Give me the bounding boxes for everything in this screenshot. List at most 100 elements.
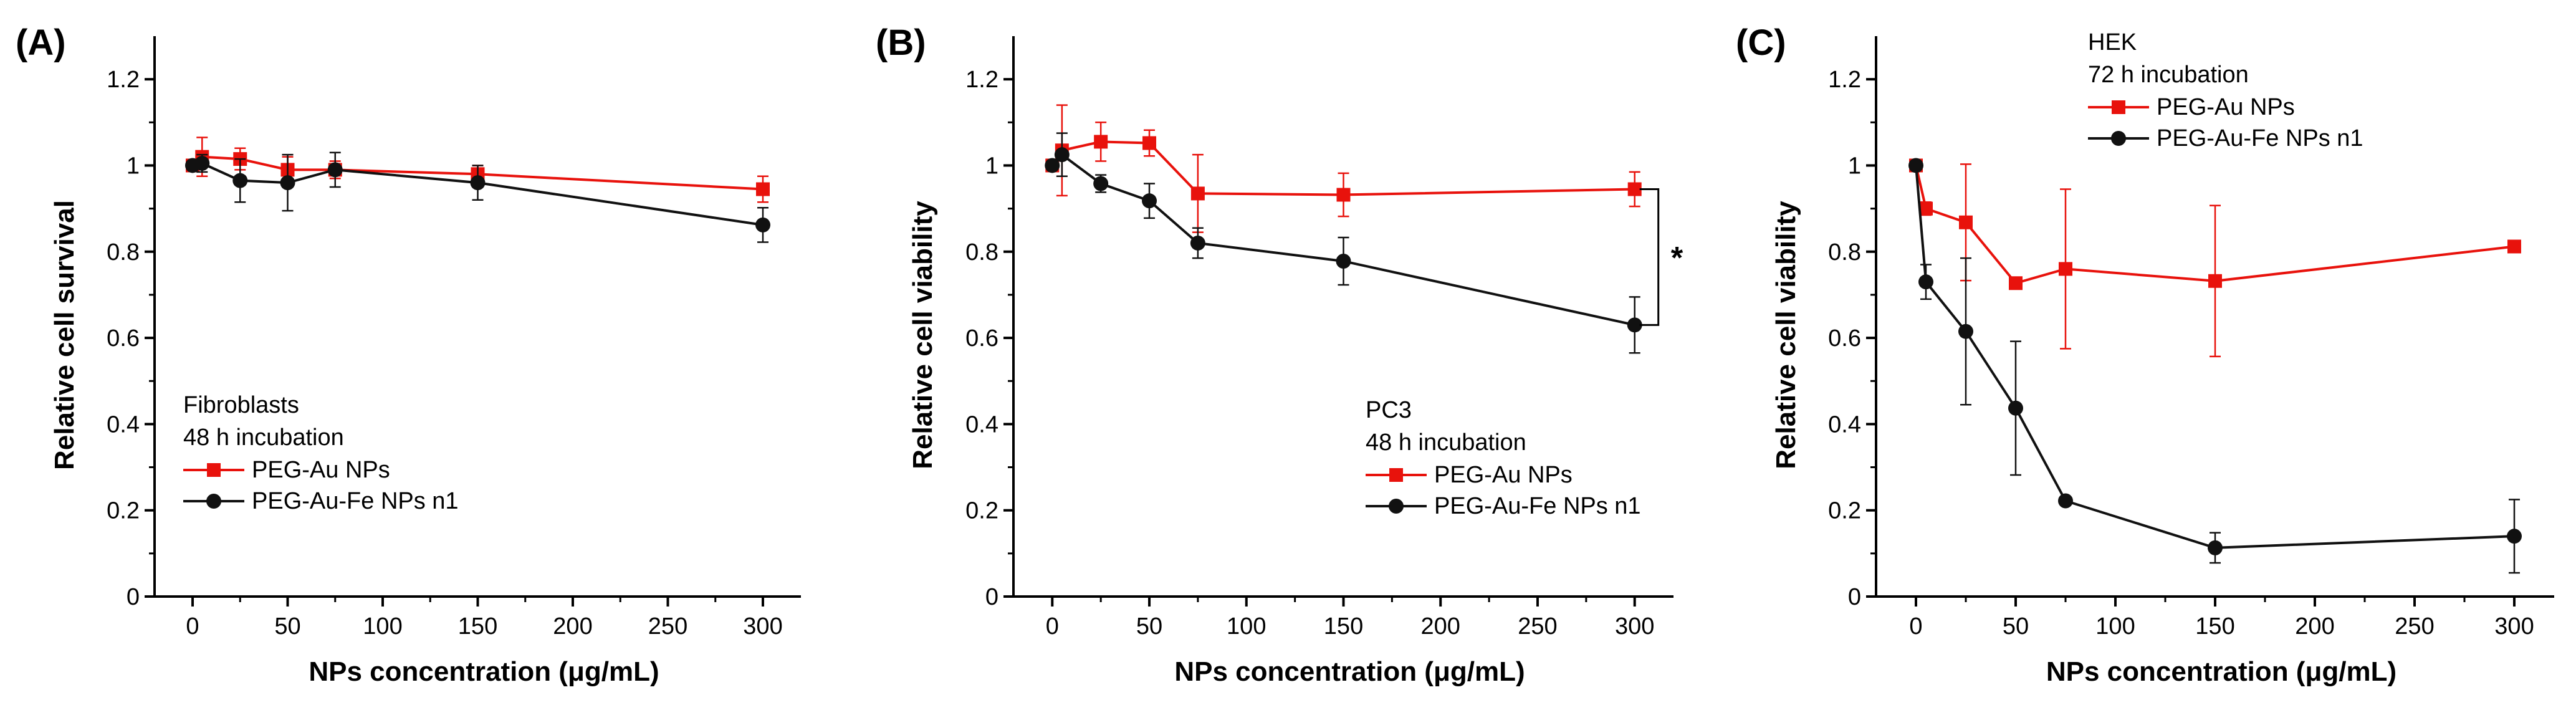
legend-label: PEG-Au-Fe NPs n1 [1434, 493, 1641, 519]
panel-label: (C) [1736, 22, 1786, 63]
series-black [185, 151, 770, 243]
data-point [755, 217, 770, 233]
x-tick-label: 150 [2195, 613, 2234, 640]
y-tick-label: 0.8 [1828, 239, 1861, 266]
data-point [2507, 239, 2521, 254]
y-tick-label: 0.4 [107, 411, 140, 438]
legend-subtitle: 48 h incubation [1366, 429, 1526, 456]
x-tick-label: 50 [1136, 613, 1162, 640]
bracket-line [1639, 188, 1660, 326]
x-axis-label: NPs concentration (μg/mL) [1174, 656, 1525, 687]
data-point [1958, 324, 1973, 339]
y-tick-label: 1 [985, 153, 998, 179]
data-point [2059, 262, 2072, 276]
data-point [1918, 274, 1933, 290]
x-tick-label: 0 [186, 613, 199, 640]
data-point [756, 182, 770, 196]
y-tick-label: 0.4 [965, 411, 998, 438]
legend-subtitle: 48 h incubation [183, 424, 344, 451]
chart-panel-C: (C) 0 0.2 0.4 0.6 0.8 1 1.2 0 50 100 150 200 250 300 NP… [1736, 22, 2554, 687]
y-tick-label: 0 [127, 584, 140, 610]
legend-entry: PEG-Au-Fe NPs n1 [2088, 125, 2363, 151]
y-tick-label: 0.6 [965, 325, 998, 352]
x-tick-label: 300 [743, 613, 782, 640]
x-tick-label: 300 [1615, 613, 1654, 640]
y-tick-label: 0 [985, 584, 998, 610]
y-tick-label: 1 [1848, 153, 1861, 179]
legend-entry: PEG-Au NPs [2088, 94, 2295, 120]
y-tick-label: 1.2 [107, 67, 140, 93]
legend-title: HEK [2088, 29, 2137, 55]
legend-title: PC3 [1366, 397, 1412, 423]
legend-entry: PEG-Au NPs [183, 457, 390, 483]
legend-entry: PEG-Au NPs [1366, 462, 1573, 488]
data-point [1190, 235, 1205, 251]
data-point [1190, 186, 1205, 201]
legend-marker [2112, 100, 2125, 114]
legend: PC3 48 h incubation PEG-Au NPs PEG-Au-Fe NP… [1366, 397, 1641, 519]
chart-panel-B: (B) 0 0.2 0.4 0.6 0.8 1 1.2 0 50 100 150 200 250 300 NP… [876, 22, 1683, 687]
y-tick-label: 0.2 [107, 498, 140, 524]
legend-entry: PEG-Au-Fe NPs n1 [1366, 493, 1641, 519]
legend-label: PEG-Au-Fe NPs n1 [2157, 125, 2363, 151]
data-point [2058, 493, 2073, 509]
y-tick-label: 0.2 [965, 498, 998, 524]
significance-label: * [1671, 240, 1683, 275]
legend-marker [207, 463, 221, 477]
data-point [2208, 274, 2222, 288]
legend: HEK 72 h incubation PEG-Au NPs PEG-Au-Fe NP… [2088, 29, 2363, 151]
data-point [1094, 135, 1108, 149]
legend-label: PEG-Au-Fe NPs n1 [252, 488, 459, 514]
y-axis-label: Relative cell viability [1771, 201, 1801, 469]
data-point [2008, 400, 2023, 416]
y-tick-label: 0.4 [1828, 411, 1861, 438]
x-axis-label: NPs concentration (μg/mL) [2046, 656, 2396, 687]
legend-marker [206, 494, 221, 509]
data-point [470, 175, 486, 191]
data-point [194, 156, 210, 171]
legend-label: PEG-Au NPs [2157, 94, 2295, 120]
x-tick-label: 100 [1227, 613, 1266, 640]
data-point [2208, 540, 2223, 555]
y-tick-label: 0.8 [965, 239, 998, 266]
x-tick-label: 250 [2395, 613, 2434, 640]
x-tick-label: 150 [1324, 613, 1363, 640]
chart-panel-A: (A) 0 0.2 0.4 0.6 0.8 1 1.2 0 50 100 150 200 250 300 NP… [16, 22, 801, 687]
x-tick-label: 250 [648, 613, 687, 640]
data-point [1336, 253, 1351, 269]
series-red [1909, 158, 2521, 358]
y-tick-label: 0 [1848, 584, 1861, 610]
data-point [1093, 176, 1109, 191]
legend-subtitle: 72 h incubation [2088, 62, 2249, 88]
significance-bracket [1639, 188, 1660, 326]
x-tick-label: 100 [2095, 613, 2135, 640]
legend-marker [2111, 131, 2126, 146]
legend-marker [1389, 499, 1404, 514]
x-tick-label: 50 [274, 613, 300, 640]
x-tick-label: 150 [458, 613, 497, 640]
y-tick-label: 1 [127, 153, 140, 179]
data-point [232, 173, 248, 188]
x-tick-label: 200 [553, 613, 592, 640]
data-point [1142, 136, 1157, 150]
x-tick-label: 50 [2003, 613, 2029, 640]
data-point [1959, 215, 1973, 229]
y-tick-label: 1.2 [965, 67, 998, 93]
x-tick-label: 200 [1421, 613, 1460, 640]
legend-label: PEG-Au NPs [252, 457, 390, 483]
x-tick-label: 0 [1909, 613, 1922, 640]
y-tick-label: 0.8 [107, 239, 140, 266]
data-point [1627, 182, 1642, 196]
data-point [1919, 201, 1933, 216]
data-point [327, 162, 343, 178]
y-tick-label: 0.2 [1828, 498, 1861, 524]
x-tick-label: 250 [1518, 613, 1557, 640]
data-point [1627, 317, 1642, 333]
y-tick-label: 0.6 [107, 325, 140, 352]
legend-entry: PEG-Au-Fe NPs n1 [183, 488, 459, 514]
x-tick-label: 200 [2295, 613, 2334, 640]
panel-label: (A) [16, 22, 66, 63]
legend: Fibroblasts 48 h incubation PEG-Au NPs PEG-… [183, 392, 459, 514]
data-point [1142, 193, 1157, 209]
